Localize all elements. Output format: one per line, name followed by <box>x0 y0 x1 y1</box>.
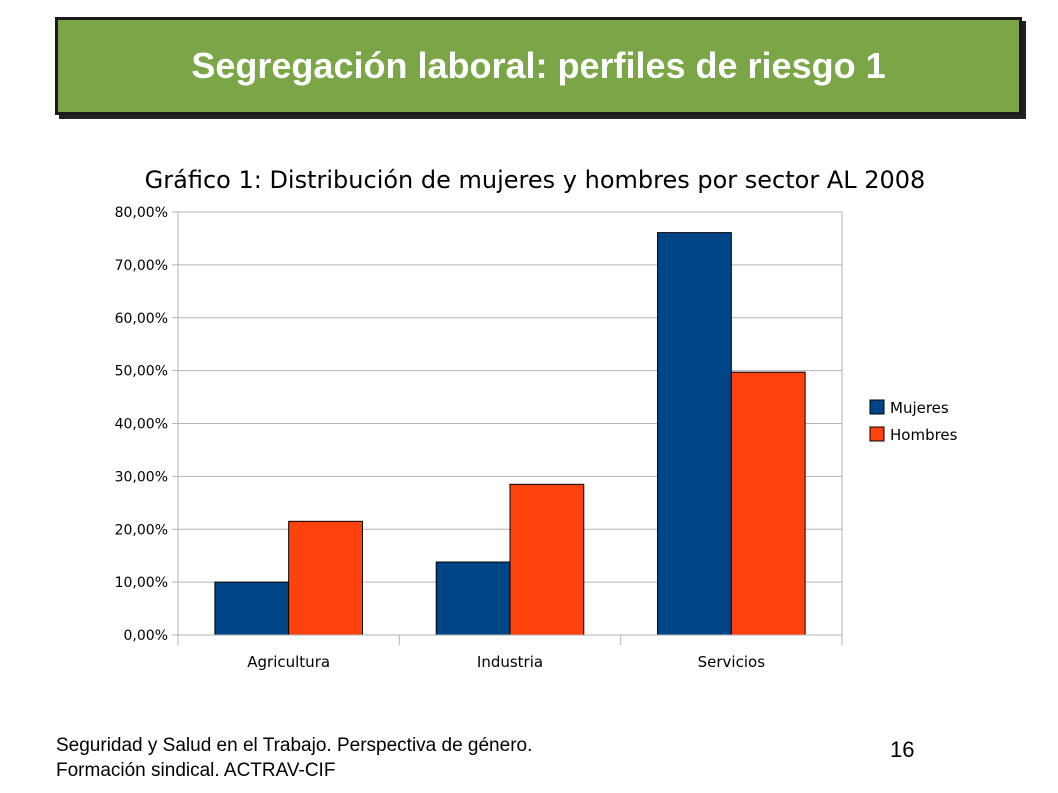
y-tick-label: 70,00% <box>115 258 168 274</box>
footer-source: Seguridad y Salud en el Trabajo. Perspec… <box>56 733 532 783</box>
footer-line-2: Formación sindical. ACTRAV-CIF <box>56 760 336 781</box>
bar-mujeres <box>657 232 732 636</box>
x-category-label: Agricultura <box>247 653 330 671</box>
footer-line-1: Seguridad y Salud en el Trabajo. Perspec… <box>56 735 533 756</box>
page-number: 16 <box>890 737 915 762</box>
chart-title: Gráfico 1: Distribución de mujeres y hom… <box>145 166 926 194</box>
slide-title: Segregación laboral: perfiles de riesgo … <box>191 45 886 86</box>
bar-hombres <box>730 371 806 636</box>
x-category-label: Servicios <box>698 653 766 671</box>
bar-mujeres <box>435 561 511 636</box>
legend-label: Mujeres <box>890 399 949 417</box>
y-tick-label: 0,00% <box>124 628 168 644</box>
x-category-label: Industria <box>477 653 543 671</box>
legend-label: Hombres <box>890 426 958 444</box>
y-tick-label: 60,00% <box>115 311 168 327</box>
bar-hombres <box>509 483 585 636</box>
title-banner: Segregación laboral: perfiles de riesgo … <box>55 17 1022 115</box>
y-tick-label: 30,00% <box>115 469 168 485</box>
y-tick-label: 50,00% <box>115 364 168 380</box>
legend-swatch-hombres <box>869 426 885 442</box>
y-tick-label: 20,00% <box>115 522 168 538</box>
y-tick-label: 40,00% <box>115 417 168 433</box>
y-tick-label: 10,00% <box>115 575 168 591</box>
chart-legend: Mujeres Hombres <box>869 399 958 444</box>
plot-area: 0,00% 10,00% 20,00% 30,00% 40,00% 50,00% 60,00… <box>115 205 843 671</box>
y-tick-label: 80,00% <box>115 205 168 221</box>
bar-mujeres <box>214 581 290 636</box>
legend-swatch-mujeres <box>869 399 885 415</box>
bar-hombres <box>288 520 363 636</box>
